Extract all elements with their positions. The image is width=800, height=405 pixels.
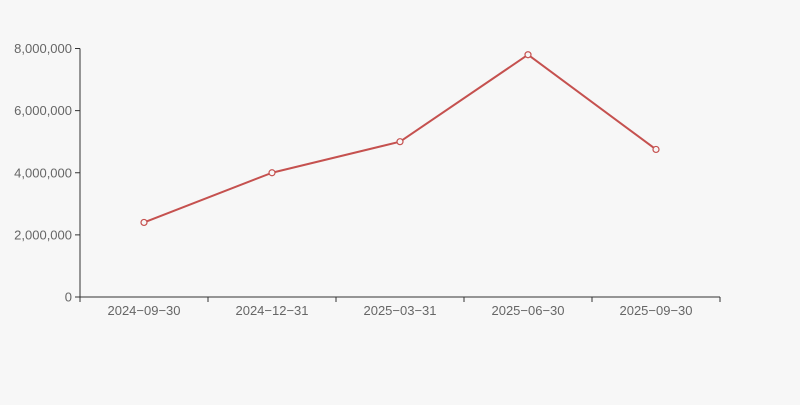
data-point-marker[interactable] xyxy=(268,169,276,177)
axis-spine xyxy=(79,48,720,298)
chart-axes: 0 2,000,000 4,000,000 6,000,000 8,000,000 202… xyxy=(14,41,721,318)
chart-series xyxy=(140,51,660,227)
data-point-marker[interactable] xyxy=(140,218,148,227)
y-tick-label: 0 xyxy=(65,290,72,305)
y-tick-label: 2,000,000 xyxy=(14,227,72,242)
x-tick-label: 2024−12−31 xyxy=(235,303,308,318)
x-tick-label: 2025−06−30 xyxy=(491,303,564,318)
data-point-marker[interactable] xyxy=(524,51,532,59)
y-tick-label: 8,000,000 xyxy=(14,41,72,56)
x-tick-label: 2024−09−30 xyxy=(107,303,180,318)
y-tick-label: 4,000,000 xyxy=(14,165,72,180)
x-tick-label: 2025−03−31 xyxy=(363,303,436,318)
x-tick-label: 2025−09−30 xyxy=(619,303,692,318)
y-tick-label: 6,000,000 xyxy=(14,103,72,118)
data-point-marker[interactable] xyxy=(652,145,660,154)
data-point-marker[interactable] xyxy=(396,138,404,146)
